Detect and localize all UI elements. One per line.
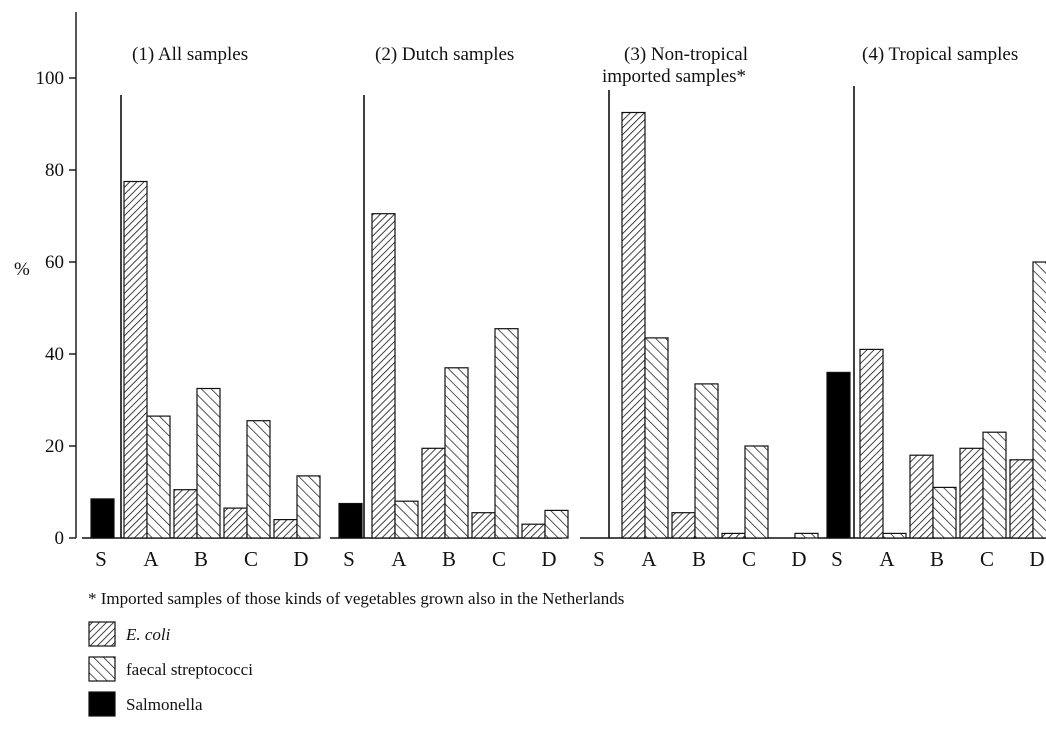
legend: E. coli faecal streptococci Salmonella <box>89 622 253 716</box>
bar-ecoli <box>722 533 745 538</box>
bar-faecal-streptococci <box>197 389 220 539</box>
category-label: D <box>293 547 308 571</box>
legend-label: faecal streptococci <box>126 660 253 679</box>
category-label: B <box>442 547 456 571</box>
category-label: B <box>194 547 208 571</box>
bar-ecoli <box>910 455 933 538</box>
panel-title: (4) Tropical samples <box>862 44 1018 65</box>
bars <box>91 113 1046 539</box>
y-tick-label: 20 <box>45 436 64 457</box>
bar-faecal-streptococci <box>395 501 418 538</box>
bar-ecoli <box>372 214 395 538</box>
category-label: D <box>1029 547 1044 571</box>
bar-ecoli <box>124 182 147 539</box>
bar-ecoli <box>472 513 495 538</box>
bar-faecal-streptococci <box>983 432 1006 538</box>
bar-ecoli <box>860 349 883 538</box>
bar-faecal-streptococci <box>795 533 818 538</box>
bar-salmonella <box>339 504 362 539</box>
category-label: S <box>95 547 107 571</box>
legend-swatch <box>89 692 115 716</box>
bar-ecoli <box>224 508 247 538</box>
footnote: * Imported samples of those kinds of veg… <box>88 589 624 608</box>
category-label: A <box>641 547 657 571</box>
category-label: S <box>831 547 843 571</box>
y-axis-label: % <box>14 259 30 280</box>
legend-swatch <box>89 657 115 681</box>
category-label: B <box>692 547 706 571</box>
bar-faecal-streptococci <box>247 421 270 538</box>
bar-faecal-streptococci <box>495 329 518 538</box>
category-label: A <box>391 547 407 571</box>
category-label: C <box>244 547 258 571</box>
y-tick-label: 0 <box>55 528 65 549</box>
bar-faecal-streptococci <box>297 476 320 538</box>
bar-ecoli <box>174 490 197 538</box>
bar-faecal-streptococci <box>147 416 170 538</box>
panel-title: imported samples* <box>602 66 746 87</box>
bar-ecoli <box>1010 460 1033 538</box>
bar-ecoli <box>422 448 445 538</box>
bar-faecal-streptococci <box>933 487 956 538</box>
panel-title: (1) All samples <box>132 44 248 65</box>
bar-faecal-streptococci <box>445 368 468 538</box>
panel-title: (2) Dutch samples <box>375 44 514 65</box>
y-tick-label: 100 <box>36 68 65 89</box>
bar-ecoli <box>522 524 545 538</box>
category-label: D <box>791 547 806 571</box>
category-label: S <box>343 547 355 571</box>
bar-faecal-streptococci <box>545 510 568 538</box>
y-tick-label: 60 <box>45 252 64 273</box>
bar-ecoli <box>672 513 695 538</box>
legend-label: Salmonella <box>126 695 203 714</box>
bar-faecal-streptococci <box>695 384 718 538</box>
bar-faecal-streptococci <box>645 338 668 538</box>
category-label: A <box>879 547 895 571</box>
bar-faecal-streptococci <box>1033 262 1046 538</box>
y-tick-label: 40 <box>45 344 64 365</box>
bar-faecal-streptococci <box>745 446 768 538</box>
bar-faecal-streptococci <box>883 533 906 538</box>
category-label: C <box>980 547 994 571</box>
y-tick-label: 80 <box>45 160 64 181</box>
bar-ecoli <box>622 113 645 539</box>
category-label: C <box>492 547 506 571</box>
bar-salmonella <box>91 499 114 538</box>
bar-salmonella <box>827 372 850 538</box>
category-label: C <box>742 547 756 571</box>
category-label: S <box>593 547 605 571</box>
bar-ecoli <box>960 448 983 538</box>
panel-title: (3) Non-tropical <box>624 44 748 65</box>
category-label: B <box>930 547 944 571</box>
category-label: A <box>143 547 159 571</box>
legend-label: E. coli <box>125 625 171 644</box>
category-label: D <box>541 547 556 571</box>
bar-ecoli <box>274 520 297 538</box>
legend-swatch <box>89 622 115 646</box>
